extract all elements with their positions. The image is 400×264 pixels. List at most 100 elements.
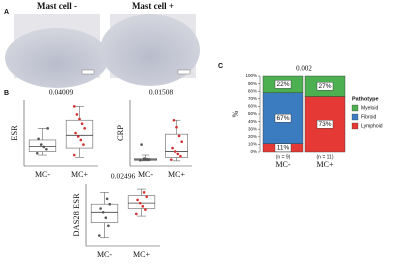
y-tick-label: 80% [248, 88, 257, 93]
data-point [144, 208, 147, 211]
label-box [316, 120, 334, 129]
data-point [135, 212, 138, 216]
data-point [142, 157, 146, 160]
data-point [75, 113, 79, 116]
data-point [145, 157, 149, 161]
x-tick-label: MC- [97, 250, 112, 259]
data-point [46, 127, 49, 130]
data-point [136, 198, 139, 202]
legend-swatch [351, 104, 359, 112]
y-axis-label: CRP [115, 125, 125, 141]
panel-label: B [4, 90, 9, 97]
y-tick-label: 60% [248, 104, 257, 109]
data-point [104, 216, 108, 219]
data-point [173, 150, 177, 153]
data-point [36, 152, 39, 155]
data-point [37, 137, 40, 141]
y-tick-label: 20% [248, 134, 257, 139]
data-point [108, 202, 111, 206]
data-point [73, 153, 76, 157]
p-value: 0.01508 [149, 88, 174, 97]
data-point [172, 118, 176, 122]
label-box [274, 113, 292, 123]
data-point [170, 158, 173, 161]
x-tick-label: MC+ [133, 250, 150, 259]
legend-label: Lymphoid [361, 123, 383, 129]
legend-label: Fibroid [361, 114, 377, 120]
y-tick-label: 0% [250, 149, 257, 154]
scale-bar [81, 69, 95, 75]
y-axis-label: ESR [9, 125, 19, 141]
data-point [78, 117, 81, 121]
box [90, 203, 119, 223]
box [127, 195, 156, 209]
legend-label: Myeloid [361, 105, 378, 111]
data-point [83, 127, 86, 130]
legend-title: Pathotype [352, 96, 379, 102]
data-point [101, 211, 105, 214]
p-value: 0.04009 [49, 88, 74, 97]
data-point [99, 207, 102, 210]
box [65, 119, 94, 149]
data-point [98, 234, 101, 237]
y-tick-label: 40% [248, 119, 257, 124]
box [165, 133, 188, 158]
data-point [74, 131, 77, 135]
data-point [171, 146, 174, 150]
data-point [138, 201, 142, 205]
x-tick-label: MC+ [71, 170, 88, 179]
data-point [145, 195, 148, 198]
y-tick-label: 100% [245, 73, 257, 78]
data-point [179, 154, 182, 158]
panel-label: C [218, 63, 223, 70]
data-point [76, 135, 80, 138]
y-tick-label: 10% [248, 142, 257, 147]
label-box [316, 82, 334, 91]
data-point [79, 138, 83, 142]
image-label: Mast cell - [37, 1, 77, 11]
y-axis-label: DAS28 ESR [71, 193, 81, 237]
data-point [105, 197, 109, 201]
data-point [140, 143, 143, 146]
data-point [82, 143, 85, 146]
data-label: 11% [277, 145, 290, 152]
p-value: 0.002 [296, 65, 312, 73]
data-point [148, 158, 151, 161]
panel-label: A [4, 9, 9, 16]
y-axis-label: % [231, 110, 240, 117]
legend-swatch [351, 122, 359, 130]
y-tick-label: 50% [248, 111, 257, 116]
data-point [45, 147, 48, 151]
data-label: 73% [318, 121, 331, 128]
data-point [180, 140, 183, 143]
data-label: 67% [276, 115, 289, 122]
data-point [80, 122, 84, 126]
p-value: 0.02496 [111, 172, 136, 181]
data-point [175, 125, 178, 129]
y-tick-label: 90% [248, 81, 257, 86]
box [28, 139, 57, 152]
x-tick-label: MC- [138, 170, 153, 179]
data-point [177, 134, 181, 138]
image-label: Mast cell + [132, 1, 174, 11]
y-tick-label: 30% [248, 126, 257, 131]
data-point [139, 158, 142, 162]
legend-swatch [351, 113, 359, 121]
scale-bar [177, 69, 191, 75]
data-point [107, 224, 110, 228]
data-point [42, 145, 46, 149]
x-tick-label: MC+ [317, 160, 334, 169]
data-point [142, 191, 146, 194]
data-point [39, 143, 43, 146]
x-tick-label: MC- [275, 160, 290, 169]
y-tick-label: 70% [248, 96, 257, 101]
tissue [5, 28, 109, 88]
x-tick-label: MC+ [168, 170, 185, 179]
data-label: 22% [276, 81, 289, 88]
data-point [176, 152, 180, 156]
annotation: (n = 11) [317, 154, 334, 160]
tissue [100, 14, 200, 86]
annotation: (n = 9) [276, 154, 291, 160]
data-point [141, 205, 145, 208]
